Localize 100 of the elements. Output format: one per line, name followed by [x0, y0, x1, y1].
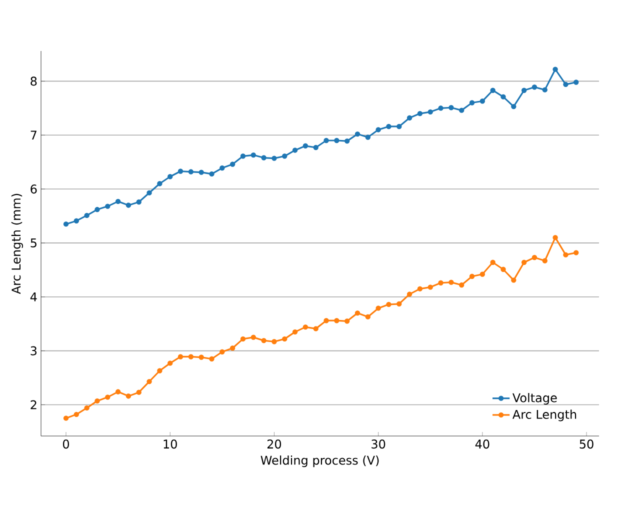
point: [406, 115, 412, 120]
point: [406, 292, 412, 297]
point: [532, 84, 538, 90]
point: [334, 318, 340, 324]
point: [115, 198, 121, 204]
point: [136, 199, 142, 205]
point: [188, 169, 194, 174]
point: [157, 368, 162, 374]
x-tick-label: 10: [164, 440, 177, 449]
point: [313, 144, 318, 150]
point: [480, 272, 486, 277]
point: [209, 171, 214, 177]
point: [157, 181, 162, 186]
point: [63, 416, 69, 421]
point: [438, 106, 444, 111]
x-axis-title: Welding process (V): [260, 455, 379, 468]
point: [74, 218, 80, 224]
point: [302, 324, 308, 330]
point: [324, 138, 329, 144]
point: [94, 206, 100, 212]
point: [250, 334, 256, 340]
point: [334, 138, 340, 144]
point: [574, 80, 579, 85]
point: [272, 156, 277, 161]
point: [365, 134, 371, 140]
y-tick-label: 3: [30, 346, 37, 356]
point: [344, 318, 350, 324]
point: [417, 286, 423, 292]
x-tick-label: 40: [475, 440, 490, 449]
y-tick-label: 8: [30, 76, 37, 86]
point: [542, 258, 548, 264]
point: [386, 124, 392, 130]
point: [500, 266, 506, 272]
point: [376, 306, 381, 311]
x-tick-label: 30: [372, 440, 386, 449]
point: [94, 398, 100, 404]
point: [168, 174, 173, 180]
point: [178, 354, 184, 360]
point: [354, 131, 360, 137]
y-tick-label: 2: [30, 400, 36, 410]
point: [178, 168, 184, 174]
point: [511, 104, 516, 110]
point: [396, 301, 402, 306]
point: [490, 260, 496, 265]
point: [84, 212, 90, 218]
point: [146, 190, 152, 196]
point: [386, 302, 392, 308]
point: [209, 356, 214, 362]
point: [324, 318, 329, 324]
point: [490, 88, 496, 93]
point: [63, 221, 69, 227]
point: [552, 234, 558, 240]
point: [105, 394, 110, 400]
point: [261, 155, 266, 160]
point: [574, 250, 579, 256]
point: [396, 124, 402, 130]
point: [240, 336, 246, 342]
y-tick-label: 5: [30, 238, 36, 248]
legend-label: Voltage: [512, 393, 557, 405]
point: [417, 110, 423, 116]
point: [126, 394, 132, 399]
x-tick-label: 0: [62, 440, 70, 449]
y-tick-label: 7: [30, 130, 36, 140]
point: [282, 154, 288, 159]
y-axis-title: Arc Length (mm): [11, 194, 23, 294]
point: [354, 310, 360, 316]
point: [552, 66, 558, 72]
point: [74, 412, 80, 418]
point: [230, 346, 236, 351]
point: [84, 405, 90, 411]
point: [250, 152, 256, 158]
point: [428, 284, 433, 290]
point: [448, 105, 454, 110]
point: [198, 170, 204, 175]
point: [168, 360, 173, 366]
point: [292, 148, 298, 153]
point: [469, 100, 475, 106]
point: [292, 329, 298, 335]
point: [532, 254, 538, 260]
point: [448, 280, 454, 285]
y-tick-label: 4: [30, 292, 37, 302]
point: [105, 204, 110, 209]
point: [480, 98, 486, 104]
point: [240, 154, 246, 159]
point: [220, 349, 225, 354]
point: [376, 127, 381, 132]
point: [302, 143, 308, 148]
point: [521, 260, 527, 265]
point: [469, 274, 475, 279]
legend-label: Arc Length: [512, 410, 576, 422]
point: [220, 165, 225, 171]
point: [230, 162, 236, 167]
point: [521, 88, 527, 93]
point: [282, 336, 288, 342]
point: [272, 339, 277, 344]
y-tick-label: 6: [30, 184, 37, 194]
point: [500, 94, 506, 100]
point: [313, 326, 318, 332]
point: [563, 252, 568, 258]
point: [428, 109, 433, 115]
